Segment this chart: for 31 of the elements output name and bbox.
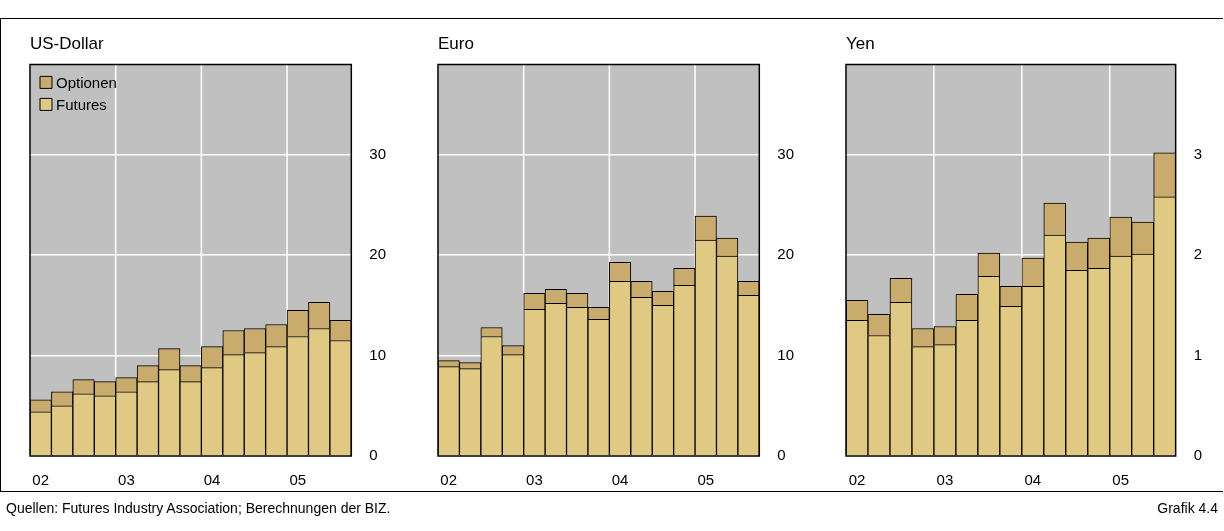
y-tick-label: 0 <box>1193 446 1202 464</box>
x-tick-label: 03 <box>526 471 543 489</box>
source-note: Quellen: Futures Industry Association; Berechnungen der BIZ. <box>6 500 391 516</box>
y-tick-label: 20 <box>777 245 794 263</box>
x-tick-label: 04 <box>203 471 221 489</box>
x-tick-label: 02 <box>440 471 458 489</box>
x-tick-label: 03 <box>118 471 135 489</box>
x-tick-label: 04 <box>611 471 629 489</box>
y-tick-label: 1 <box>1193 345 1202 363</box>
chart-title: Yen <box>846 33 875 53</box>
x-tick-label: 05 <box>1112 471 1130 489</box>
x-tick-label: 03 <box>936 471 954 489</box>
x-tick-label: 05 <box>289 471 307 489</box>
x-tick-label: 04 <box>1024 471 1042 489</box>
x-tick-label: 05 <box>697 471 715 489</box>
text: Grafik 4.4 <box>1157 500 1218 516</box>
y-tick-label: 20 <box>369 245 386 263</box>
y-tick-label: 2 <box>1193 245 1202 263</box>
legend-label: Futures <box>56 95 107 113</box>
y-tick-label: 30 <box>777 144 794 162</box>
x-tick-label: 02 <box>32 471 50 489</box>
chart-title: Euro <box>438 33 474 53</box>
y-tick-label: 10 <box>777 345 794 363</box>
y-tick-label: 30 <box>369 144 386 162</box>
y-tick-label: 0 <box>777 446 786 464</box>
x-tick-label: 02 <box>848 471 866 489</box>
chart-title: US-Dollar <box>30 33 105 53</box>
y-tick-label: 10 <box>369 345 386 363</box>
y-tick-label: 3 <box>1193 144 1202 162</box>
legend-label: Optionen <box>56 73 117 91</box>
y-tick-label: 0 <box>369 446 378 464</box>
